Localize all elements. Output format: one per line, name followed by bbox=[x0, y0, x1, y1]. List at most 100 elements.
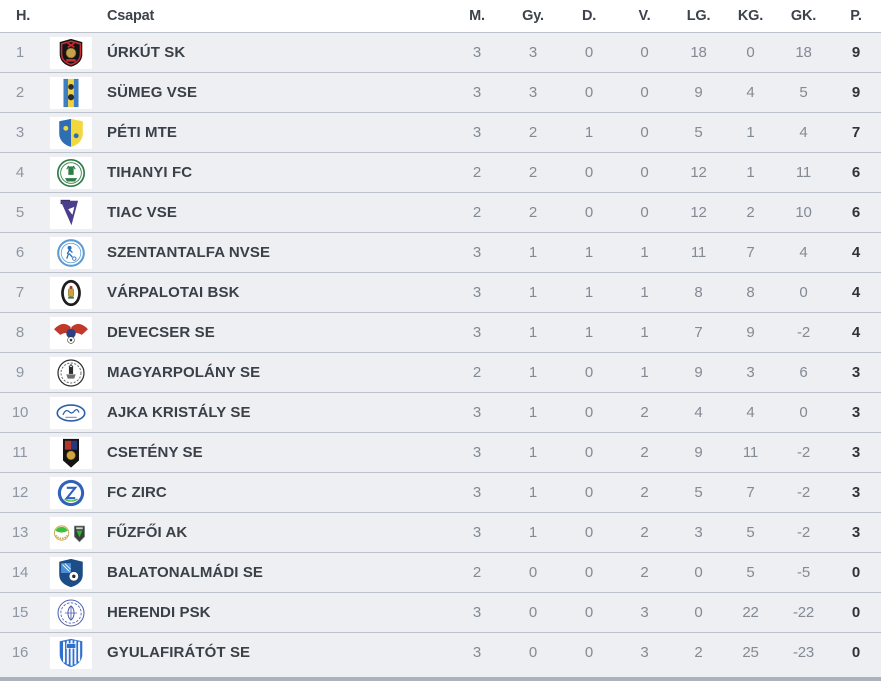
stat-goal-diff: 0 bbox=[776, 392, 831, 432]
stat-matches: 3 bbox=[449, 632, 505, 672]
table-row[interactable]: 8 DEVECSER SE 3 1 1 1 7 9 -2 4 bbox=[0, 312, 881, 352]
stat-wins: 1 bbox=[505, 352, 561, 392]
stat-points: 3 bbox=[831, 392, 881, 432]
stat-goals-against: 2 bbox=[725, 192, 776, 232]
team-rank: 11 bbox=[0, 432, 40, 472]
stat-goals-against: 9 bbox=[725, 312, 776, 352]
stat-goals-against: 1 bbox=[725, 112, 776, 152]
stat-goals-for: 18 bbox=[672, 32, 725, 72]
stat-draws: 0 bbox=[561, 72, 617, 112]
stat-draws: 0 bbox=[561, 192, 617, 232]
team-name: GYULAFIRÁTÓT SE bbox=[102, 632, 449, 672]
stat-losses: 2 bbox=[617, 392, 672, 432]
table-row[interactable]: 5 TIAC VSE 2 2 0 0 12 2 10 6 bbox=[0, 192, 881, 232]
stat-losses: 3 bbox=[617, 592, 672, 632]
stat-wins: 1 bbox=[505, 312, 561, 352]
stat-goals-against: 7 bbox=[725, 472, 776, 512]
stat-points: 0 bbox=[831, 592, 881, 632]
peti-shield-icon bbox=[50, 116, 92, 149]
balatonalmadi-shield-icon bbox=[50, 556, 92, 589]
stat-matches: 3 bbox=[449, 432, 505, 472]
devecser-eagle-icon bbox=[50, 316, 92, 349]
table-row[interactable]: 10 AJKA KRISTÁLY SE 3 1 0 2 4 4 0 3 bbox=[0, 392, 881, 432]
stat-goal-diff: 5 bbox=[776, 72, 831, 112]
table-row[interactable]: 7 VÁRPALOTAI BSK 3 1 1 1 8 8 0 4 bbox=[0, 272, 881, 312]
stat-matches: 2 bbox=[449, 552, 505, 592]
sumeg-stripes-icon bbox=[50, 76, 92, 109]
team-name: FC ZIRC bbox=[102, 472, 449, 512]
stat-points: 6 bbox=[831, 152, 881, 192]
stat-goals-against: 25 bbox=[725, 632, 776, 672]
team-name: AJKA KRISTÁLY SE bbox=[102, 392, 449, 432]
stat-goal-diff: 10 bbox=[776, 192, 831, 232]
stat-losses: 2 bbox=[617, 472, 672, 512]
table-row[interactable]: 12 FC ZIRC 3 1 0 2 5 7 -2 3 bbox=[0, 472, 881, 512]
stat-points: 4 bbox=[831, 232, 881, 272]
urkut-crest-icon bbox=[50, 36, 92, 69]
team-rank: 5 bbox=[0, 192, 40, 232]
stat-points: 3 bbox=[831, 512, 881, 552]
stat-goals-against: 5 bbox=[725, 552, 776, 592]
stat-losses: 0 bbox=[617, 192, 672, 232]
table-row[interactable]: 14 BALATONALMÁDI SE 2 0 0 2 0 5 -5 0 bbox=[0, 552, 881, 592]
team-name: ÚRKÚT SK bbox=[102, 32, 449, 72]
team-rank: 6 bbox=[0, 232, 40, 272]
stat-losses: 2 bbox=[617, 552, 672, 592]
column-header-losses: V. bbox=[617, 0, 672, 32]
table-row[interactable]: 9 MAGYARPOLÁNY SE 2 1 0 1 9 3 6 3 bbox=[0, 352, 881, 392]
table-row[interactable]: 3 PÉTI MTE 3 2 1 0 5 1 4 7 bbox=[0, 112, 881, 152]
stat-goals-for: 12 bbox=[672, 192, 725, 232]
team-rank: 13 bbox=[0, 512, 40, 552]
tiac-falcon-icon bbox=[50, 196, 92, 229]
table-row[interactable]: 15 HERENDI PSK 3 0 0 3 0 22 -22 0 bbox=[0, 592, 881, 632]
stat-points: 6 bbox=[831, 192, 881, 232]
stat-goal-diff: 0 bbox=[776, 272, 831, 312]
stat-draws: 0 bbox=[561, 552, 617, 592]
stat-losses: 1 bbox=[617, 312, 672, 352]
table-row[interactable]: 1 ÚRKÚT SK 3 3 0 0 18 0 18 9 bbox=[0, 32, 881, 72]
stat-draws: 0 bbox=[561, 472, 617, 512]
team-rank: 14 bbox=[0, 552, 40, 592]
team-name: BALATONALMÁDI SE bbox=[102, 552, 449, 592]
stat-goals-against: 5 bbox=[725, 512, 776, 552]
table-row[interactable]: 6 SZENTANTALFA NVSE 3 1 1 1 11 7 4 4 bbox=[0, 232, 881, 272]
stat-losses: 1 bbox=[617, 232, 672, 272]
stat-goals-for: 0 bbox=[672, 592, 725, 632]
stat-draws: 0 bbox=[561, 352, 617, 392]
stat-wins: 2 bbox=[505, 152, 561, 192]
stat-goal-diff: 11 bbox=[776, 152, 831, 192]
stat-points: 4 bbox=[831, 312, 881, 352]
team-rank: 15 bbox=[0, 592, 40, 632]
table-row[interactable]: 2 SÜMEG VSE 3 3 0 0 9 4 5 9 bbox=[0, 72, 881, 112]
stat-goals-for: 11 bbox=[672, 232, 725, 272]
team-rank: 7 bbox=[0, 272, 40, 312]
stat-wins: 1 bbox=[505, 432, 561, 472]
stat-points: 0 bbox=[831, 552, 881, 592]
team-name: DEVECSER SE bbox=[102, 312, 449, 352]
column-header-goals-against: KG. bbox=[725, 0, 776, 32]
table-bottom-border bbox=[0, 672, 881, 681]
table-header: H. Csapat M. Gy. D. V. LG. KG. GK. P. bbox=[0, 0, 881, 32]
stat-goals-for: 8 bbox=[672, 272, 725, 312]
stat-matches: 3 bbox=[449, 312, 505, 352]
team-rank: 1 bbox=[0, 32, 40, 72]
stat-points: 3 bbox=[831, 352, 881, 392]
table-row[interactable]: 4 TIHANYI FC 2 2 0 0 12 1 11 6 bbox=[0, 152, 881, 192]
gyulafiratot-shield-icon bbox=[50, 636, 92, 669]
stat-points: 9 bbox=[831, 32, 881, 72]
table-row[interactable]: 11 CSETÉNY SE 3 1 0 2 9 11 -2 3 bbox=[0, 432, 881, 472]
stat-wins: 2 bbox=[505, 112, 561, 152]
table-row[interactable]: 13 FŰZFŐI AK 3 1 0 2 3 5 -2 3 bbox=[0, 512, 881, 552]
stat-draws: 1 bbox=[561, 272, 617, 312]
team-name: PÉTI MTE bbox=[102, 112, 449, 152]
team-rank: 3 bbox=[0, 112, 40, 152]
stat-wins: 0 bbox=[505, 592, 561, 632]
stat-matches: 3 bbox=[449, 32, 505, 72]
stat-points: 0 bbox=[831, 632, 881, 672]
stat-goals-for: 9 bbox=[672, 72, 725, 112]
team-rank: 2 bbox=[0, 72, 40, 112]
team-rank: 4 bbox=[0, 152, 40, 192]
table-row[interactable]: 16 GYULAFIRÁTÓT SE 3 0 0 3 2 25 -23 0 bbox=[0, 632, 881, 672]
stat-matches: 2 bbox=[449, 352, 505, 392]
team-rank: 8 bbox=[0, 312, 40, 352]
